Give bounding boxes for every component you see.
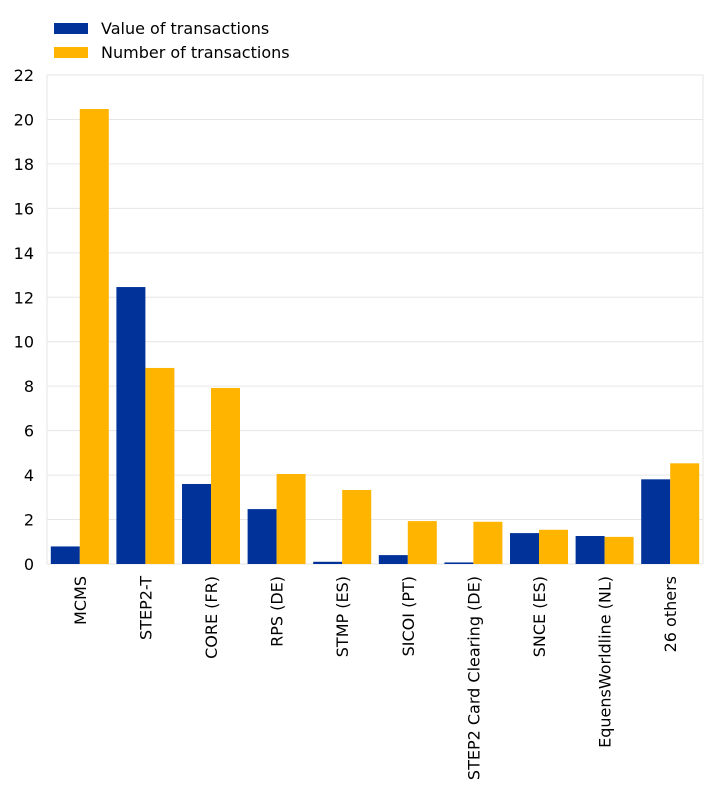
y-tick-label: 18 [14,155,34,174]
y-tick-label: 2 [24,511,34,530]
bar-number [211,387,240,564]
bar-number [407,521,437,564]
bar-number [604,536,634,564]
x-category-label: MCMS [71,576,90,625]
legend-swatch-value [54,22,88,34]
bar-number [79,109,109,565]
x-category-label: RPS (DE) [268,576,287,647]
y-tick-label: 14 [14,244,34,263]
bar-number [473,521,503,564]
x-category-label: STMP (ES) [333,576,352,657]
bar-value [444,562,474,564]
y-tick-label: 12 [14,288,34,307]
bar-value [182,483,211,564]
legend-swatch-number [54,46,88,58]
bar-value [378,555,408,564]
bar-number [342,489,372,564]
x-category-label: SICOI (PT) [399,576,418,656]
x-category-label: 26 others [661,576,680,652]
bar-value [575,535,605,564]
bar-value [510,533,539,564]
y-tick-label: 20 [14,110,34,129]
bar-value [247,509,277,564]
legend-item-value: Value of transactions [54,16,290,40]
bar-number [145,367,175,564]
legend-label-number: Number of transactions [101,42,290,62]
x-category-label: CORE (FR) [202,576,221,659]
y-tick-label: 10 [14,333,34,352]
chart-legend: Value of transactions Number of transact… [54,16,290,64]
x-category-label: SNCE (ES) [530,576,549,657]
y-tick-label: 8 [24,377,34,396]
legend-item-number: Number of transactions [54,40,290,64]
x-category-label: STEP2-T [136,576,155,640]
bar-value [313,561,343,564]
bar-number [539,529,568,564]
y-tick-label: 4 [24,466,34,485]
y-tick-label: 16 [14,199,34,218]
bar-number [670,463,700,564]
x-category-label: STEP2 Card Clearing (DE) [464,576,483,780]
bar-value [116,287,146,564]
bar-number [276,473,306,564]
y-tick-label: 22 [14,66,34,85]
bar-value [50,546,80,564]
y-tick-label: 6 [24,422,34,441]
x-category-label: EquensWorldline (NL) [596,576,615,748]
legend-label-value: Value of transactions [101,18,270,38]
y-tick-label: 0 [24,555,34,574]
bar-value [641,479,671,564]
